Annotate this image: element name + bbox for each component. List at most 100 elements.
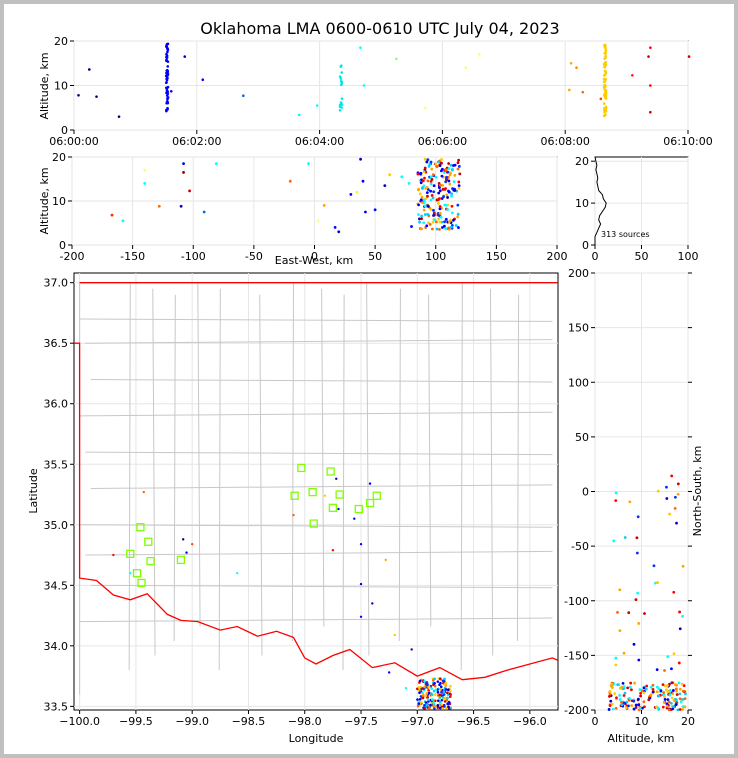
source-point [323, 494, 327, 497]
source-point [185, 551, 188, 554]
source-point [315, 104, 319, 107]
source-point [441, 707, 445, 710]
county-line [321, 288, 325, 627]
state-border-line [74, 342, 559, 681]
source-point [675, 689, 678, 693]
source-point [383, 184, 387, 188]
station-marker [328, 503, 338, 512]
source-point [668, 688, 672, 692]
source-point [477, 53, 481, 56]
station-marker [137, 578, 146, 588]
y-tick-label: -150 [564, 649, 589, 662]
source-point [417, 187, 421, 191]
source-point [436, 704, 440, 707]
source-point [355, 190, 359, 194]
source-point [439, 169, 443, 173]
source-point [88, 68, 91, 71]
source-point [112, 553, 115, 557]
source-point [681, 614, 684, 618]
source-point [331, 549, 335, 552]
county-line [218, 288, 221, 671]
source-point [444, 203, 448, 207]
county-line [173, 294, 176, 642]
source-point [604, 85, 607, 88]
source-point [426, 212, 430, 216]
source-point [608, 704, 612, 707]
source-point [441, 679, 445, 683]
station-marker [136, 523, 145, 532]
source-point [421, 179, 425, 183]
source-point [438, 164, 442, 168]
source-point [631, 73, 634, 77]
source-point [201, 78, 205, 82]
source-point [431, 698, 434, 701]
source-point [637, 622, 641, 625]
source-point [423, 703, 426, 707]
source-point [663, 669, 666, 672]
source-point [672, 652, 676, 656]
altitude-histogram-line [594, 156, 607, 245]
source-point [664, 684, 667, 688]
source-point [661, 705, 665, 709]
source-point [619, 700, 623, 704]
source-point [642, 691, 646, 695]
source-point [438, 693, 441, 697]
source-point [339, 101, 343, 104]
county-line [90, 379, 553, 383]
source-point [423, 213, 427, 216]
y-tick-label: 36.0 [44, 398, 69, 411]
source-point [418, 192, 422, 196]
source-point [647, 55, 650, 58]
source-point [426, 158, 430, 162]
source-point [603, 51, 607, 55]
source-point [181, 538, 185, 541]
source-point [668, 682, 671, 686]
source-point [632, 699, 636, 703]
x-tick-label: −98.5 [232, 715, 266, 728]
source-point [425, 160, 429, 164]
source-point [447, 179, 451, 183]
source-point [442, 195, 446, 198]
source-point [622, 694, 626, 697]
source-point [438, 220, 442, 224]
county-line [85, 339, 553, 344]
source-point [442, 705, 446, 708]
x-tick-label: -100 [181, 250, 206, 263]
source-point [436, 202, 440, 205]
source-point [166, 50, 169, 54]
y-tick-label: 0 [61, 124, 68, 137]
source-point [166, 85, 170, 89]
source-point [652, 564, 656, 568]
county-line [428, 294, 432, 627]
source-point [444, 217, 448, 221]
source-point [604, 113, 607, 116]
source-point [441, 696, 445, 699]
source-point [464, 66, 468, 69]
source-point [628, 685, 632, 689]
source-point [422, 208, 426, 212]
source-point [448, 182, 452, 186]
source-point [625, 700, 629, 704]
source-point [433, 218, 437, 222]
source-point [657, 694, 661, 698]
source-point [419, 227, 423, 231]
x-tick-label: -200 [60, 250, 85, 263]
source-point [447, 700, 451, 704]
source-point [635, 551, 639, 555]
source-point [450, 168, 454, 172]
source-point [438, 700, 442, 704]
source-point [416, 172, 420, 176]
source-point [670, 696, 674, 700]
source-point [426, 179, 430, 183]
station-marker [326, 467, 335, 476]
source-point [420, 687, 423, 691]
source-point [624, 706, 628, 710]
source-point [436, 690, 440, 694]
source-point [426, 695, 430, 699]
x-tick-label: 0 [311, 250, 318, 263]
source-point [425, 191, 429, 195]
source-point [656, 489, 660, 493]
source-point [337, 230, 341, 234]
source-point [649, 46, 652, 49]
county-line [152, 288, 156, 656]
